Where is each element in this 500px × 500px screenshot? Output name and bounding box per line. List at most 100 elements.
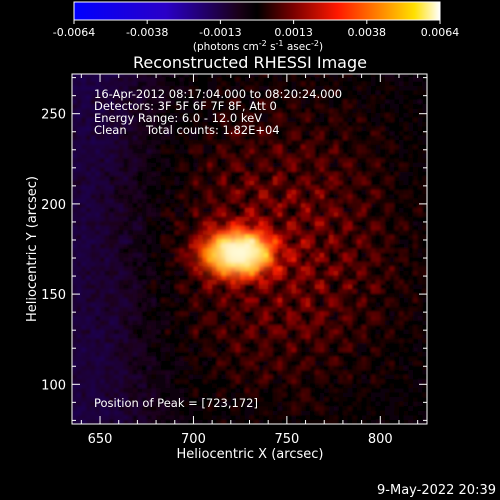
heat-cell	[366, 126, 372, 132]
heat-cell	[156, 81, 162, 86]
heat-cell	[226, 279, 232, 285]
heat-cell	[352, 378, 358, 384]
heat-cell	[254, 185, 260, 190]
heat-cell	[174, 320, 180, 326]
heat-cell	[207, 94, 213, 100]
heat-cell	[137, 320, 143, 326]
heat-cell	[272, 351, 278, 357]
heat-cell	[319, 338, 325, 344]
colorbar-ticks: -0.0064 -0.0038 -0.0013 0.0013 0.0038 0.0064	[53, 20, 459, 39]
heat-cell	[305, 266, 311, 271]
heat-cell	[305, 369, 311, 375]
heat-cell	[151, 203, 157, 208]
heat-cell	[235, 315, 241, 321]
heat-cell	[156, 261, 162, 267]
heat-cell	[300, 279, 306, 285]
heat-cell	[212, 135, 218, 141]
heat-cell	[249, 360, 255, 366]
heat-cell	[104, 284, 110, 289]
heat-cell	[216, 74, 222, 77]
heat-cell	[272, 239, 278, 244]
heat-cell	[137, 221, 143, 226]
heat-cell	[202, 270, 208, 276]
heat-cell	[193, 311, 199, 316]
heat-cell	[342, 198, 348, 204]
heat-cell	[352, 320, 358, 326]
heat-cell	[258, 369, 264, 375]
heat-cell	[212, 342, 218, 348]
heat-cell	[114, 315, 119, 321]
heat-cell	[128, 365, 134, 371]
heat-cell	[212, 112, 218, 118]
heat-cell	[296, 185, 302, 190]
heat-cell	[128, 419, 134, 424]
heat-cell	[114, 85, 119, 91]
heat-cell	[296, 225, 302, 231]
heat-cell	[314, 261, 320, 267]
heat-cell	[100, 297, 105, 303]
heat-cell	[179, 99, 185, 105]
heat-cell	[254, 329, 260, 335]
heat-cell	[137, 112, 143, 118]
heat-cell	[198, 243, 204, 249]
heat-cell	[193, 338, 199, 344]
heat-cell	[76, 415, 82, 420]
heat-cell	[179, 148, 185, 154]
heat-cell	[328, 410, 334, 416]
heat-cell	[319, 225, 325, 231]
heat-cell	[202, 342, 208, 348]
heat-cell	[333, 338, 339, 344]
heat-cell	[235, 392, 241, 398]
heat-cell	[207, 311, 213, 316]
heat-cell	[282, 117, 288, 123]
heat-cell	[128, 94, 134, 100]
heat-cell	[221, 356, 227, 362]
heat-cell	[277, 329, 283, 335]
heat-cell	[81, 288, 87, 294]
heat-cell	[226, 171, 232, 177]
heat-cell	[86, 153, 91, 159]
heat-cell	[81, 94, 87, 100]
heat-cell	[81, 74, 87, 77]
heat-cell	[132, 387, 138, 393]
heat-cell	[114, 103, 119, 109]
heat-cell	[198, 338, 204, 344]
heat-cell	[314, 248, 320, 253]
heat-cell	[249, 94, 255, 100]
heat-cell	[277, 90, 283, 95]
heat-cell	[128, 108, 134, 114]
heat-cell	[86, 185, 91, 190]
heat-cell	[174, 162, 180, 168]
heat-cell	[352, 162, 358, 168]
heat-cell	[296, 90, 302, 95]
heat-cell	[207, 333, 213, 339]
heat-cell	[314, 162, 320, 168]
heat-cell	[188, 153, 194, 159]
heat-cell	[338, 338, 344, 344]
heat-cell	[268, 74, 274, 77]
heat-cell	[95, 383, 101, 389]
heat-cell	[235, 139, 241, 145]
heat-cell	[226, 415, 232, 420]
heat-cell	[146, 225, 152, 231]
heat-cell	[244, 284, 250, 289]
heat-cell	[151, 333, 157, 339]
heat-cell	[109, 94, 115, 100]
heat-cell	[226, 212, 232, 217]
heat-cell	[277, 216, 283, 222]
heat-cell	[198, 203, 204, 208]
heat-cell	[314, 266, 320, 271]
heat-cell	[142, 198, 148, 204]
heat-cell	[291, 342, 297, 348]
heat-cell	[170, 329, 176, 335]
heat-cell	[342, 279, 348, 285]
heat-cell	[258, 139, 264, 145]
heat-cell	[179, 324, 185, 330]
heat-cell	[272, 76, 278, 82]
heat-cell	[272, 153, 278, 159]
heat-cell	[128, 360, 134, 366]
heat-cell	[86, 216, 91, 222]
heat-cell	[193, 396, 199, 402]
heat-cell	[240, 293, 246, 298]
